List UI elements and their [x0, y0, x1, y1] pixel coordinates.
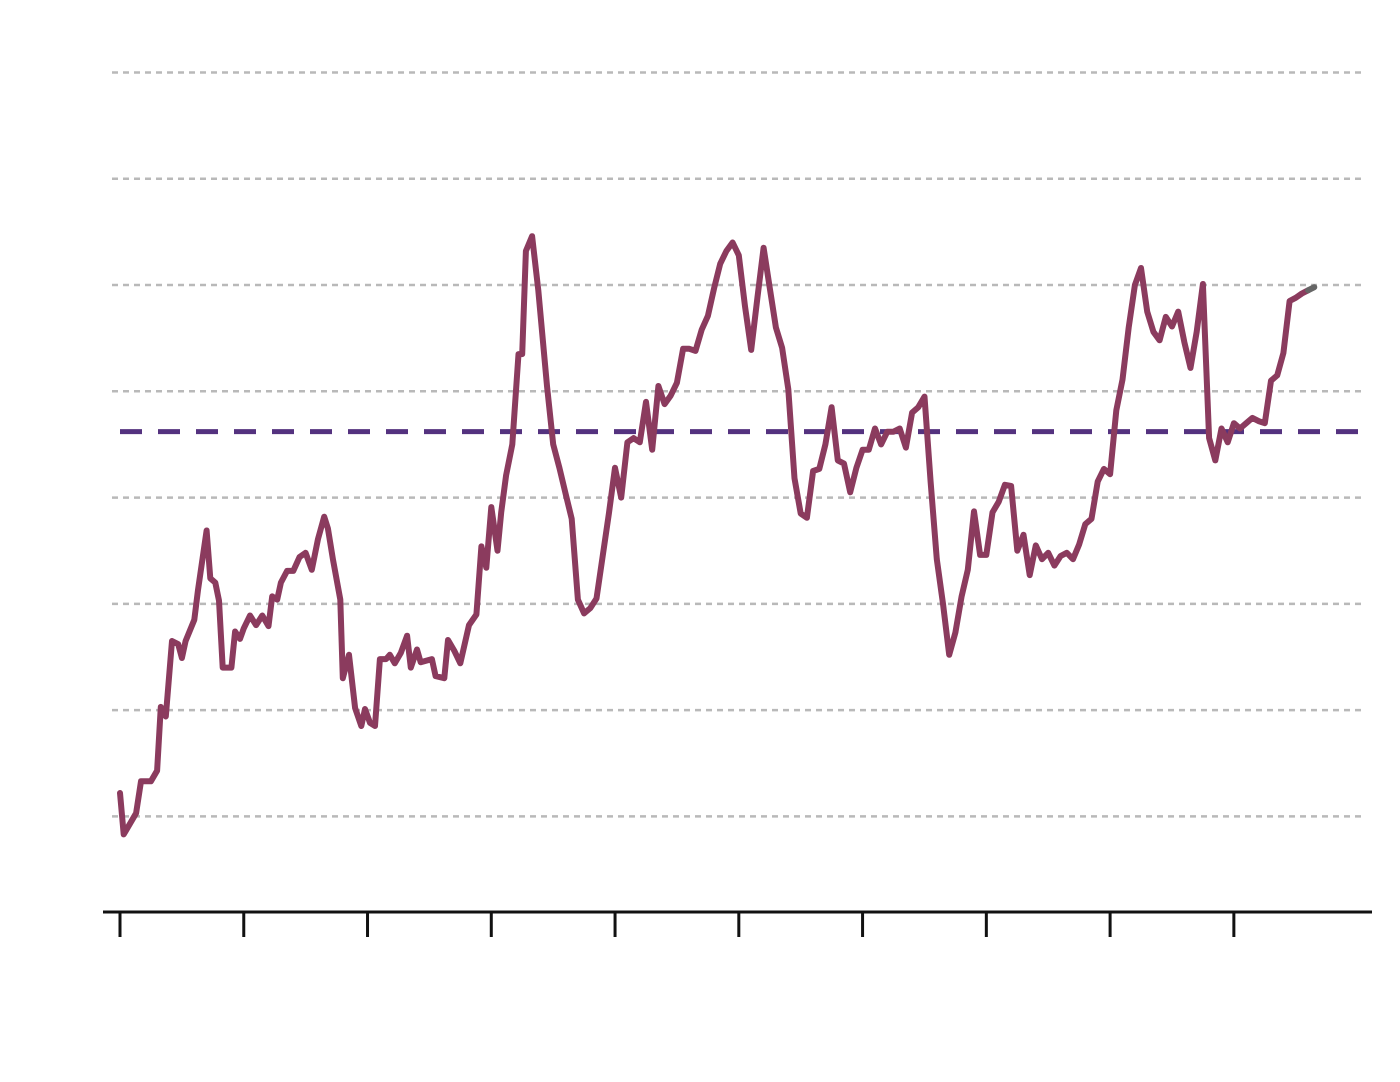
series-final-segment — [1305, 284, 1318, 294]
gridlines — [112, 71, 1362, 818]
series-line-0 — [117, 233, 1312, 838]
x-axis — [103, 910, 1372, 937]
series-group — [117, 233, 1318, 838]
